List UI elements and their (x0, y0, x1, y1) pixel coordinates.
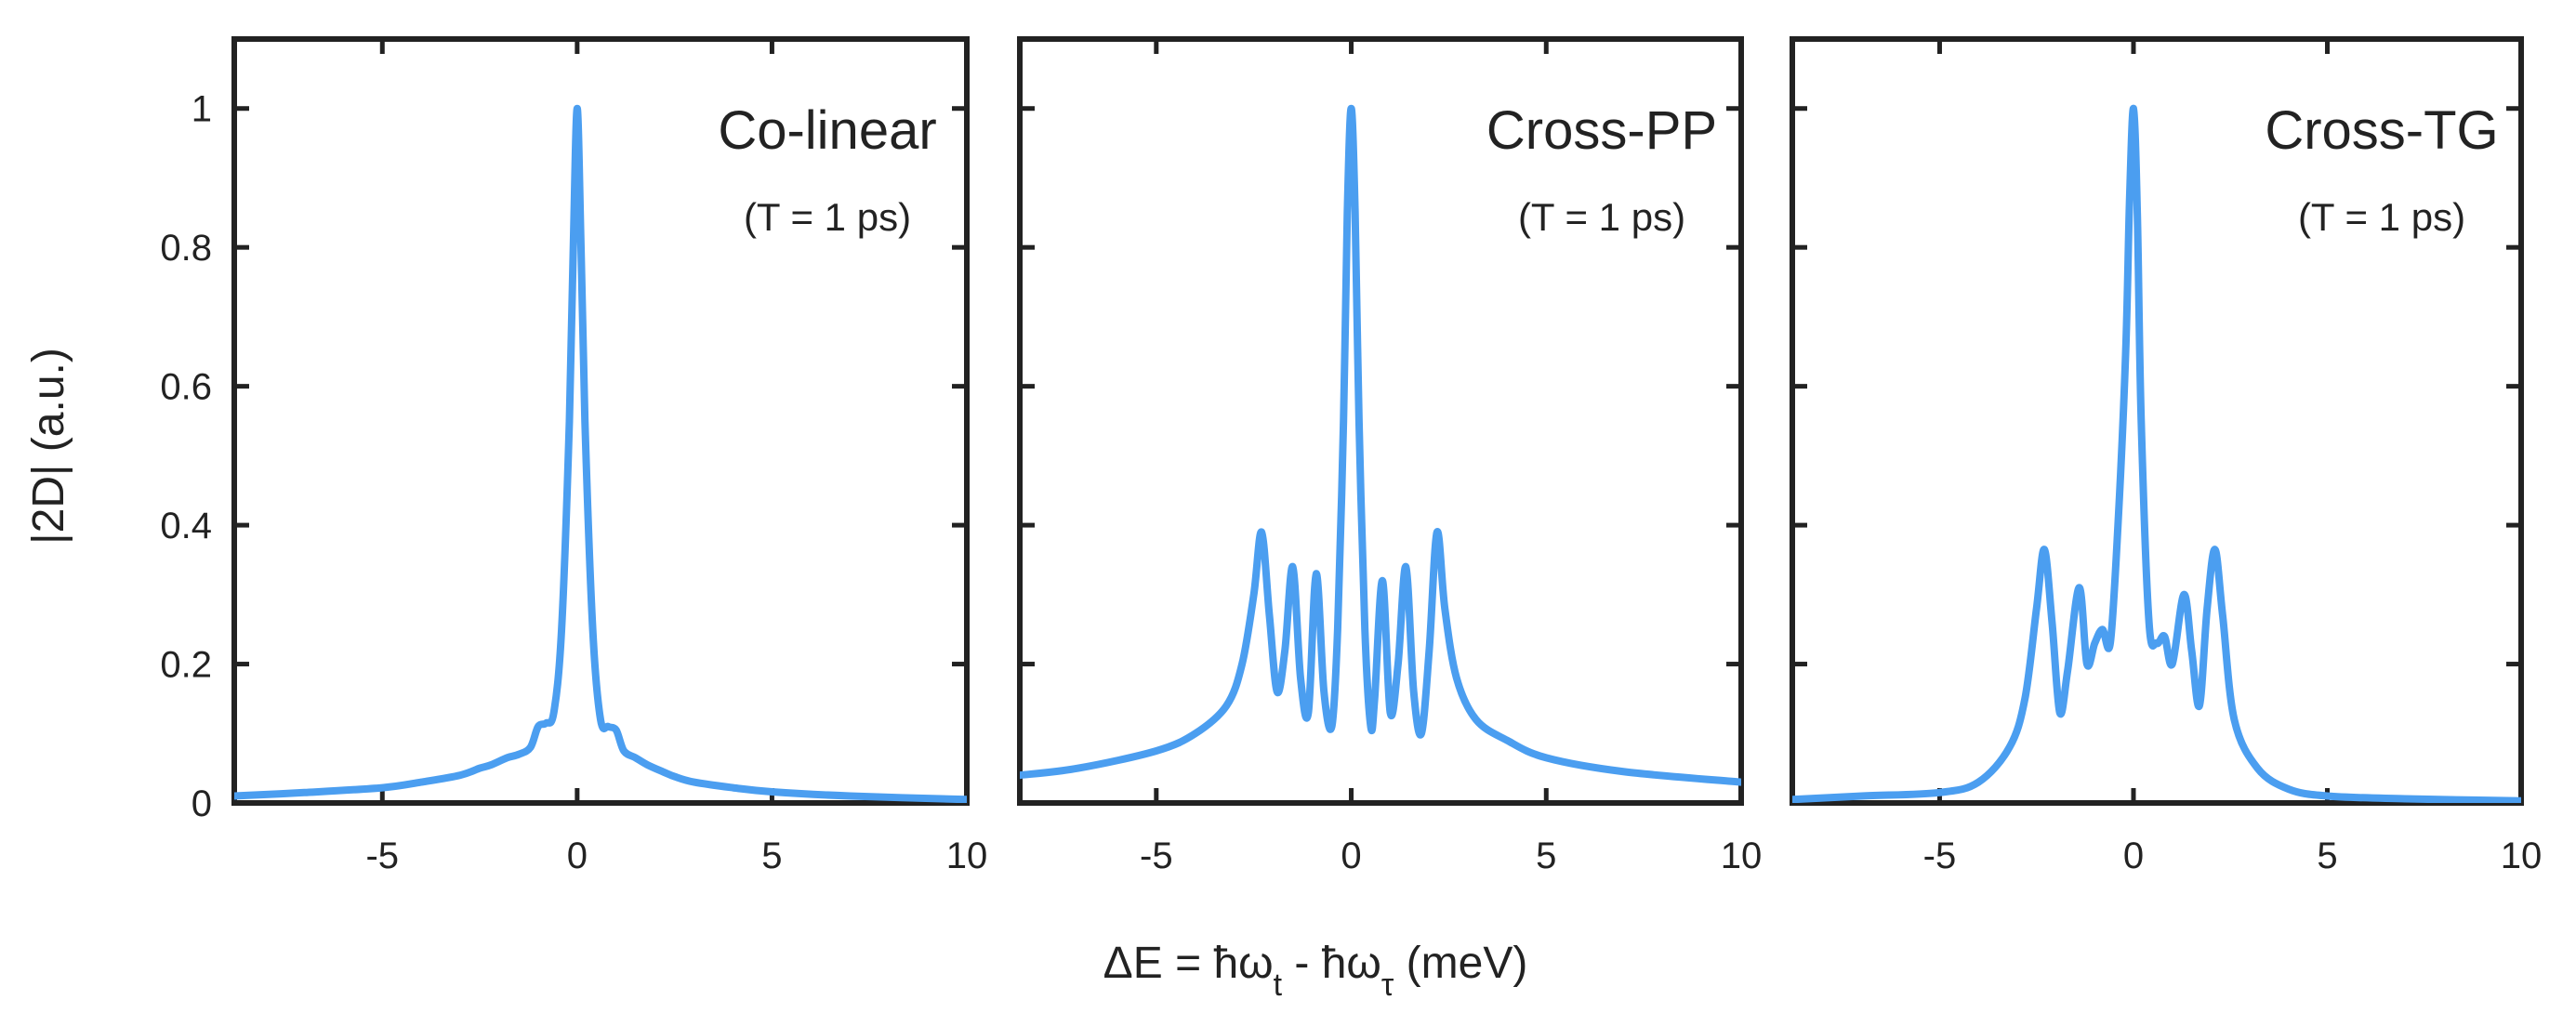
y-tick-label: 1 (192, 89, 212, 130)
y-tick-label: 0.6 (160, 367, 212, 408)
x-tick-label: -5 (365, 835, 399, 876)
y-tick-label: 0.4 (160, 506, 212, 546)
series-line-cross-pp (1020, 104, 1741, 786)
x-tick-label: -5 (1140, 835, 1173, 876)
panel-subtitle: (T = 1 ps) (1518, 195, 1685, 239)
y-axis-label: |2D| (a.u.) (24, 348, 73, 545)
y-tick-label: 0 (192, 783, 212, 824)
x-tick-label: 0 (1341, 835, 1361, 876)
x-tick-label: 0 (2123, 835, 2144, 876)
panel-title: Cross-TG (2265, 100, 2498, 161)
series-line-co-linear (234, 104, 967, 803)
x-tick-label: 10 (946, 835, 988, 876)
panel-subtitle: (T = 1 ps) (744, 195, 911, 239)
x-tick-label: 10 (2501, 835, 2543, 876)
panel-subtitle: (T = 1 ps) (2298, 195, 2465, 239)
axes-frame (1790, 36, 2524, 806)
y-tick-label: 0.8 (160, 228, 212, 269)
series-line-cross-tg (1792, 104, 2521, 803)
x-tick-label: 5 (761, 835, 782, 876)
x-tick-label: -5 (1923, 835, 1957, 876)
axes-frame (231, 36, 970, 806)
x-axis-label: ΔE = ħωt - ħωτ (meV) (1103, 939, 1528, 1003)
x-tick-label: 5 (1536, 835, 1556, 876)
panel-2: -5 0 5 10 Cross-PP (T = 1 ps) (1017, 36, 1763, 876)
x-tick-label: 10 (1721, 835, 1763, 876)
x-tick-label: 0 (567, 835, 588, 876)
panel-3: -5 0 5 10 Cross-TG (T = 1 ps) (1790, 36, 2543, 876)
panel-title: Cross-PP (1486, 100, 1717, 161)
x-tick-label: 5 (2317, 835, 2337, 876)
panel-1: -5 0 5 10 0 0.2 0.4 0.6 0.8 1 Co-linear (T = 1 ps) (160, 36, 988, 876)
axes-frame (1017, 36, 1744, 806)
y-tick-label: 0.2 (160, 645, 212, 686)
panel-title: Co-linear (718, 100, 936, 161)
